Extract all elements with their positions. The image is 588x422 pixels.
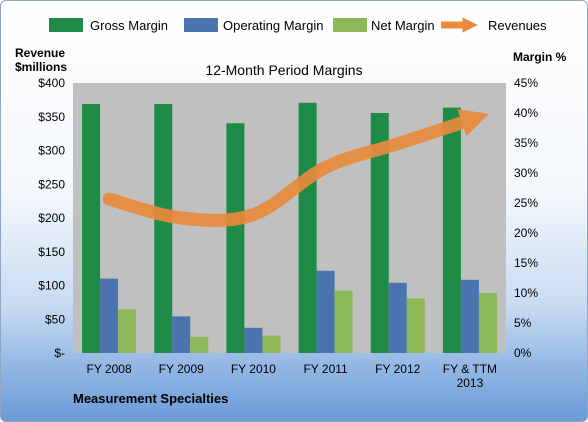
right-tick-label-8: 40% [514, 106, 538, 120]
legend-label-revenues: Revenues [488, 18, 547, 33]
bar-gross-margin-2 [226, 123, 245, 353]
bar-operating-margin-3 [316, 270, 335, 353]
bar-operating-margin-5 [460, 279, 479, 353]
bar-gross-margin-4 [370, 113, 389, 353]
right-axis-title: Margin % [513, 50, 567, 64]
right-tick-label-3: 15% [514, 256, 538, 270]
bar-operating-margin-2 [244, 327, 263, 353]
right-tick-label-6: 30% [514, 166, 538, 180]
legend-label-operating-margin: Operating Margin [223, 18, 323, 33]
left-tick-label-6: $300 [38, 144, 65, 158]
bar-net-margin-5 [478, 293, 497, 353]
bar-net-margin-2 [262, 335, 281, 353]
bar-net-margin-3 [334, 290, 353, 353]
bar-operating-margin-1 [172, 316, 191, 353]
left-tick-label-5: $250 [38, 177, 65, 191]
legend-swatch-net-margin [333, 18, 367, 32]
bar-net-margin-1 [190, 336, 209, 353]
bar-operating-margin-0 [100, 278, 119, 353]
right-tick-label-0: 0% [514, 346, 532, 360]
legend-swatch-gross-margin [49, 18, 83, 32]
right-tick-label-1: 5% [514, 316, 532, 330]
category-label-2: FY 2010 [231, 362, 276, 376]
category-label-4: FY 2012 [375, 362, 420, 376]
left-tick-label-1: $50 [45, 312, 65, 326]
right-tick-label-2: 10% [514, 286, 538, 300]
right-tick-label-5: 25% [514, 196, 538, 210]
category-label-0: FY 2008 [87, 362, 132, 376]
legend-label-net-margin: Net Margin [371, 18, 435, 33]
right-tick-label-7: 35% [514, 136, 538, 150]
bar-gross-margin-1 [154, 104, 173, 353]
bar-gross-margin-5 [442, 107, 461, 353]
legend-swatch-operating-margin [184, 18, 218, 32]
bar-operating-margin-4 [388, 282, 407, 353]
left-tick-label-2: $100 [38, 279, 65, 293]
left-tick-label-3: $150 [38, 245, 65, 259]
left-tick-label-8: $400 [38, 76, 65, 90]
category-label-1: FY 2009 [159, 362, 204, 376]
chart-title: 12-Month Period Margins [205, 62, 362, 78]
company-name: Measurement Specialties [73, 391, 228, 406]
category-label-3: FY 2011 [303, 362, 348, 376]
left-tick-label-4: $200 [38, 211, 65, 225]
right-tick-label-4: 20% [514, 226, 538, 240]
right-tick-label-9: 45% [514, 76, 538, 90]
bar-net-margin-4 [406, 298, 425, 353]
bar-gross-margin-3 [298, 102, 317, 353]
left-axis-title-line2: $millions [15, 60, 67, 74]
left-axis-title-line1: Revenue [15, 46, 65, 60]
legend: Gross Margin Operating Margin Net Margin… [49, 17, 547, 33]
legend-label-gross-margin: Gross Margin [90, 18, 168, 33]
bar-gross-margin-0 [82, 104, 101, 353]
category-label-5: FY & TTM 2013 [443, 362, 497, 390]
left-tick-label-0: $- [54, 346, 65, 360]
left-tick-label-7: $350 [38, 110, 65, 124]
bar-net-margin-0 [118, 309, 137, 353]
revenues-line [102, 109, 489, 227]
